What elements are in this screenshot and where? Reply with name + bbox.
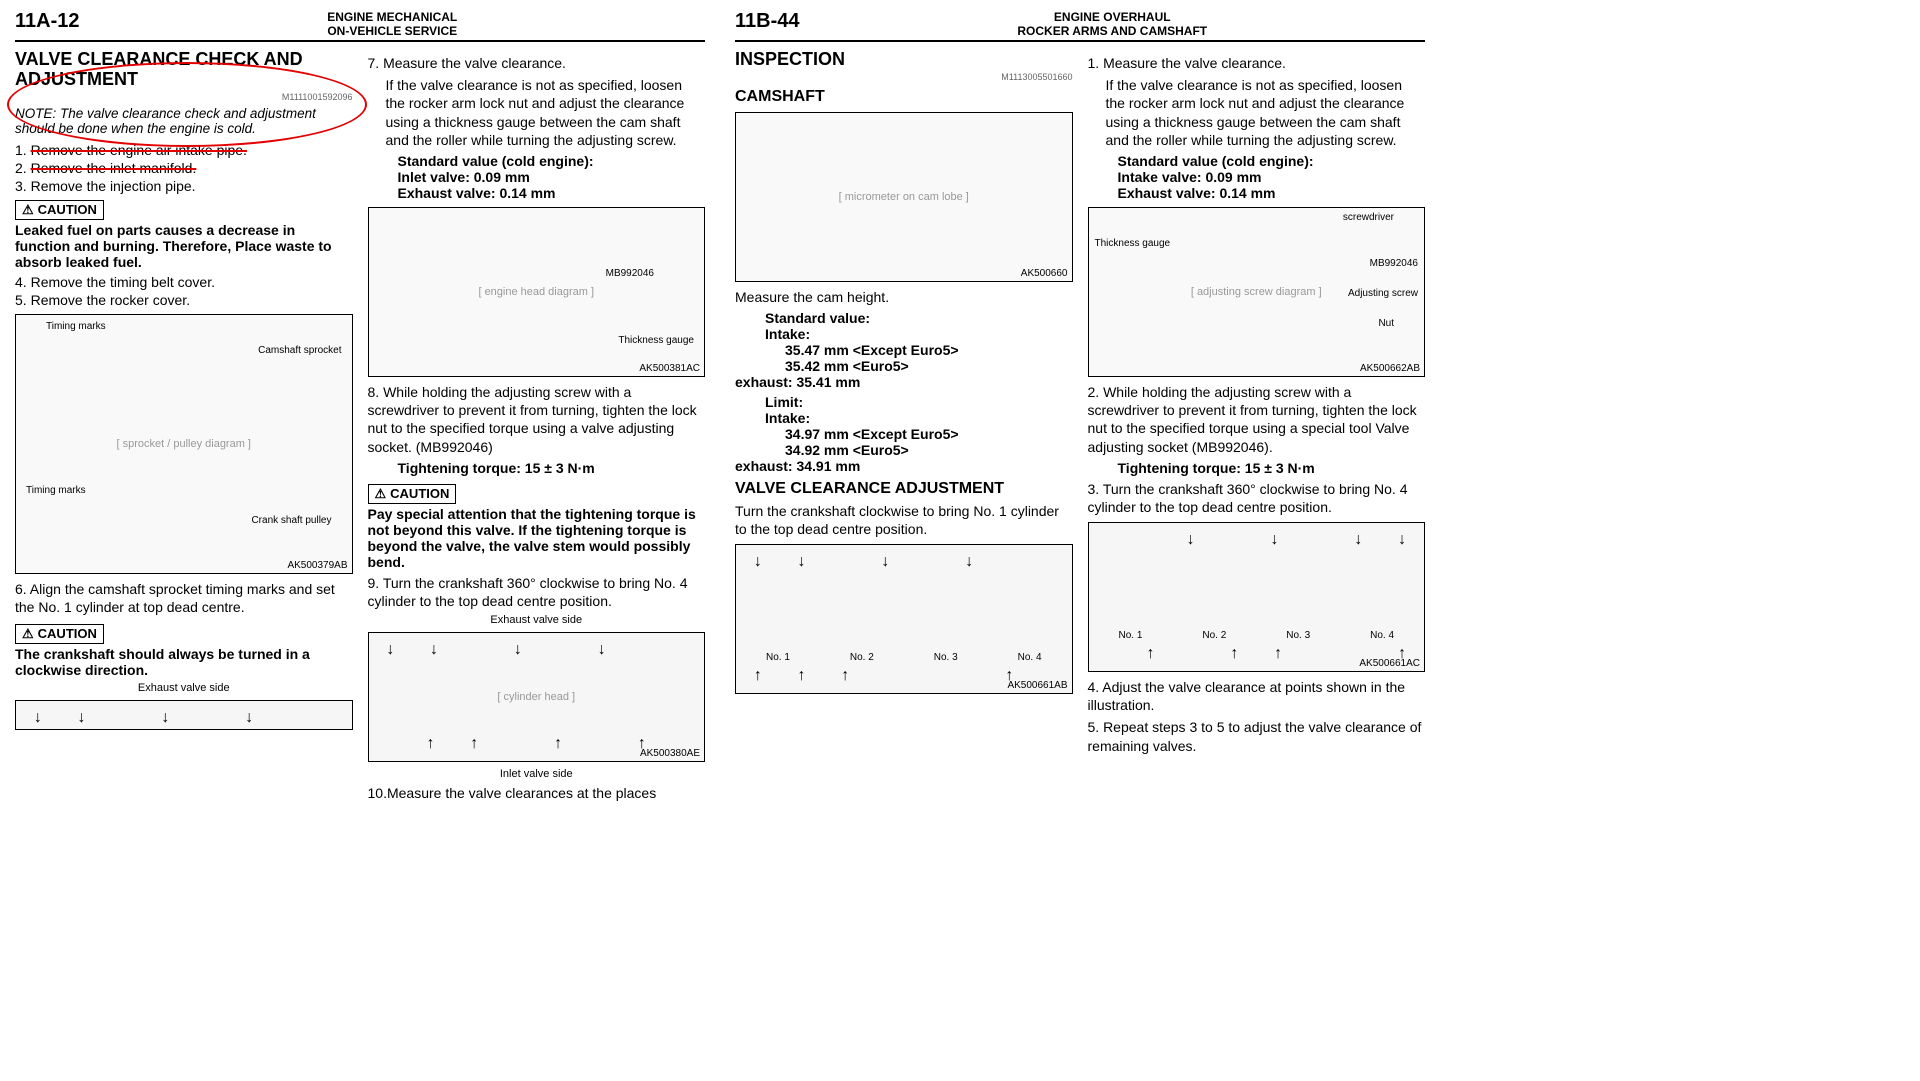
page-number: 11A-12 bbox=[15, 10, 80, 33]
exhaust-side-label: Exhaust valve side bbox=[15, 682, 353, 694]
steps-mid: 4. Remove the timing belt cover. 5. Remo… bbox=[15, 274, 353, 308]
columns: VALVE CLEARANCE CHECK AND ADJUSTMENT M11… bbox=[15, 50, 705, 806]
column-b-left: INSPECTION M1113005501660 CAMSHAFT [ mic… bbox=[735, 50, 1073, 759]
step-b5: 5. Repeat steps 3 to 5 to adjust the val… bbox=[1088, 718, 1426, 754]
step-4: 4. Remove the timing belt cover. bbox=[15, 274, 353, 290]
inlet-label: Inlet valve side bbox=[368, 768, 706, 780]
step-7-body: If the valve clearance is not as specifi… bbox=[368, 76, 706, 149]
step-b3: 3. Turn the crankshaft 360° clockwise to… bbox=[1088, 480, 1426, 516]
diagram-adjusting-screw: screwdriver Thickness gauge MB992046 Adj… bbox=[1088, 207, 1426, 377]
step-5: 5. Remove the rocker cover. bbox=[15, 292, 353, 308]
diagram-timing-marks: Timing marks Camshaft sprocket Timing ma… bbox=[15, 314, 353, 574]
step-9: 9. Turn the crankshaft 360° clockwise to… bbox=[368, 574, 706, 610]
steps-top: 1. Remove the engine air intake pipe. 2.… bbox=[15, 142, 353, 194]
step-b2: 2. While holding the adjusting screw wit… bbox=[1088, 383, 1426, 456]
diagram-placeholder: [ sprocket / pulley diagram ] bbox=[116, 438, 251, 450]
caution-text: Leaked fuel on parts causes a decrease i… bbox=[15, 222, 353, 270]
diagram-valve-arrows: ↓↓ ↓ ↓ [ cylinder head ] ↑↑ ↑ ↑ AK500380… bbox=[368, 632, 706, 762]
inspection-title: INSPECTION bbox=[735, 50, 1073, 70]
header-titles: ENGINE MECHANICAL ON-VEHICLE SERVICE bbox=[80, 10, 706, 38]
caution-badge: CAUTION bbox=[15, 200, 104, 220]
arrow-row: ↓↓ ↓ ↓ bbox=[16, 709, 352, 727]
cyl-labels: No. 1 No. 2 No. 3 No. 4 bbox=[736, 652, 1072, 663]
step-6: 6. Align the camshaft sprocket timing ma… bbox=[15, 580, 353, 616]
column-b-right: 1. Measure the valve clearance. If the v… bbox=[1088, 50, 1426, 759]
column-left: VALVE CLEARANCE CHECK AND ADJUSTMENT M11… bbox=[15, 50, 353, 806]
diagram-vca-arrows: ↓↓ ↓ ↓ No. 1 No. 2 No. 3 No. 4 ↑↑↑ ↑ AK5… bbox=[735, 544, 1073, 694]
columns-b: INSPECTION M1113005501660 CAMSHAFT [ mic… bbox=[735, 50, 1425, 759]
step-10: 10.Measure the valve clearances at the p… bbox=[368, 784, 706, 802]
column-right: 7. Measure the valve clearance. If the v… bbox=[368, 50, 706, 806]
diagram-thickness-gauge: MB992046 Thickness gauge [ engine head d… bbox=[368, 207, 706, 377]
section-title: VALVE CLEARANCE CHECK AND ADJUSTMENT bbox=[15, 50, 353, 90]
torque-value: Tightening torque: 15 ± 3 N·m bbox=[368, 460, 706, 476]
step-2: 2. Remove the inlet manifold. bbox=[15, 160, 353, 176]
standard-value-block: Standard value (cold engine): Inlet valv… bbox=[368, 153, 706, 201]
caution-text-2: The crankshaft should always be turned i… bbox=[15, 646, 353, 678]
step-b1: 1. Measure the valve clearance. bbox=[1088, 54, 1426, 72]
exhaust-label: Exhaust valve side bbox=[368, 614, 706, 626]
diagram-ref: AK500379AB bbox=[287, 560, 347, 571]
diagram-cam-height: [ micrometer on cam lobe ] AK500660 bbox=[735, 112, 1073, 282]
page-11b-44: 11B-44 ENGINE OVERHAUL ROCKER ARMS AND C… bbox=[720, 0, 1440, 816]
vca-body: Turn the crankshaft clockwise to bring N… bbox=[735, 502, 1073, 538]
diagram-vca-arrows-b: ↓ ↓ ↓↓ No. 1 No. 2 No. 3 No. 4 ↑ ↑↑ ↑ AK… bbox=[1088, 522, 1426, 672]
header-line2: ON-VEHICLE SERVICE bbox=[80, 24, 706, 38]
page-11a-12: 11A-12 ENGINE MECHANICAL ON-VEHICLE SERV… bbox=[0, 0, 720, 816]
doc-id: M1111001592096 bbox=[15, 92, 353, 102]
limit-spec: Limit: Intake: 34.97 mm <Except Euro5> 3… bbox=[735, 394, 1073, 474]
torque-b: Tightening torque: 15 ± 3 N·m bbox=[1088, 460, 1426, 476]
caution-text-3: Pay special attention that the tightenin… bbox=[368, 506, 706, 570]
step-8: 8. While holding the adjusting screw wit… bbox=[368, 383, 706, 456]
std-value-b: Standard value (cold engine): Intake val… bbox=[1088, 153, 1426, 201]
camshaft-heading: CAMSHAFT bbox=[735, 88, 1073, 106]
standard-value-spec: Standard value: Intake: 35.47 mm <Except… bbox=[735, 310, 1073, 390]
doc-id-b: M1113005501660 bbox=[735, 72, 1073, 82]
step-b4: 4. Adjust the valve clearance at points … bbox=[1088, 678, 1426, 714]
diagram-exhaust-partial: ↓↓ ↓ ↓ bbox=[15, 700, 353, 730]
header-titles-b: ENGINE OVERHAUL ROCKER ARMS AND CAMSHAFT bbox=[800, 10, 1426, 38]
measure-text: Measure the cam height. bbox=[735, 288, 1073, 306]
step-3: 3. Remove the injection pipe. bbox=[15, 178, 353, 194]
note-text: NOTE: The valve clearance check and adju… bbox=[15, 106, 353, 136]
header-line1: ENGINE MECHANICAL bbox=[80, 10, 706, 24]
step-b1-body: If the valve clearance is not as specifi… bbox=[1088, 76, 1426, 149]
vca-title: VALVE CLEARANCE ADJUSTMENT bbox=[735, 480, 1073, 498]
page-header: 11A-12 ENGINE MECHANICAL ON-VEHICLE SERV… bbox=[15, 10, 705, 42]
step-1: 1. Remove the engine air intake pipe. bbox=[15, 142, 353, 158]
page-header-b: 11B-44 ENGINE OVERHAUL ROCKER ARMS AND C… bbox=[735, 10, 1425, 42]
page-number-b: 11B-44 bbox=[735, 10, 800, 33]
step-7: 7. Measure the valve clearance. bbox=[368, 54, 706, 72]
caution-badge-2: CAUTION bbox=[15, 624, 104, 644]
caution-badge-3: CAUTION bbox=[368, 484, 457, 504]
